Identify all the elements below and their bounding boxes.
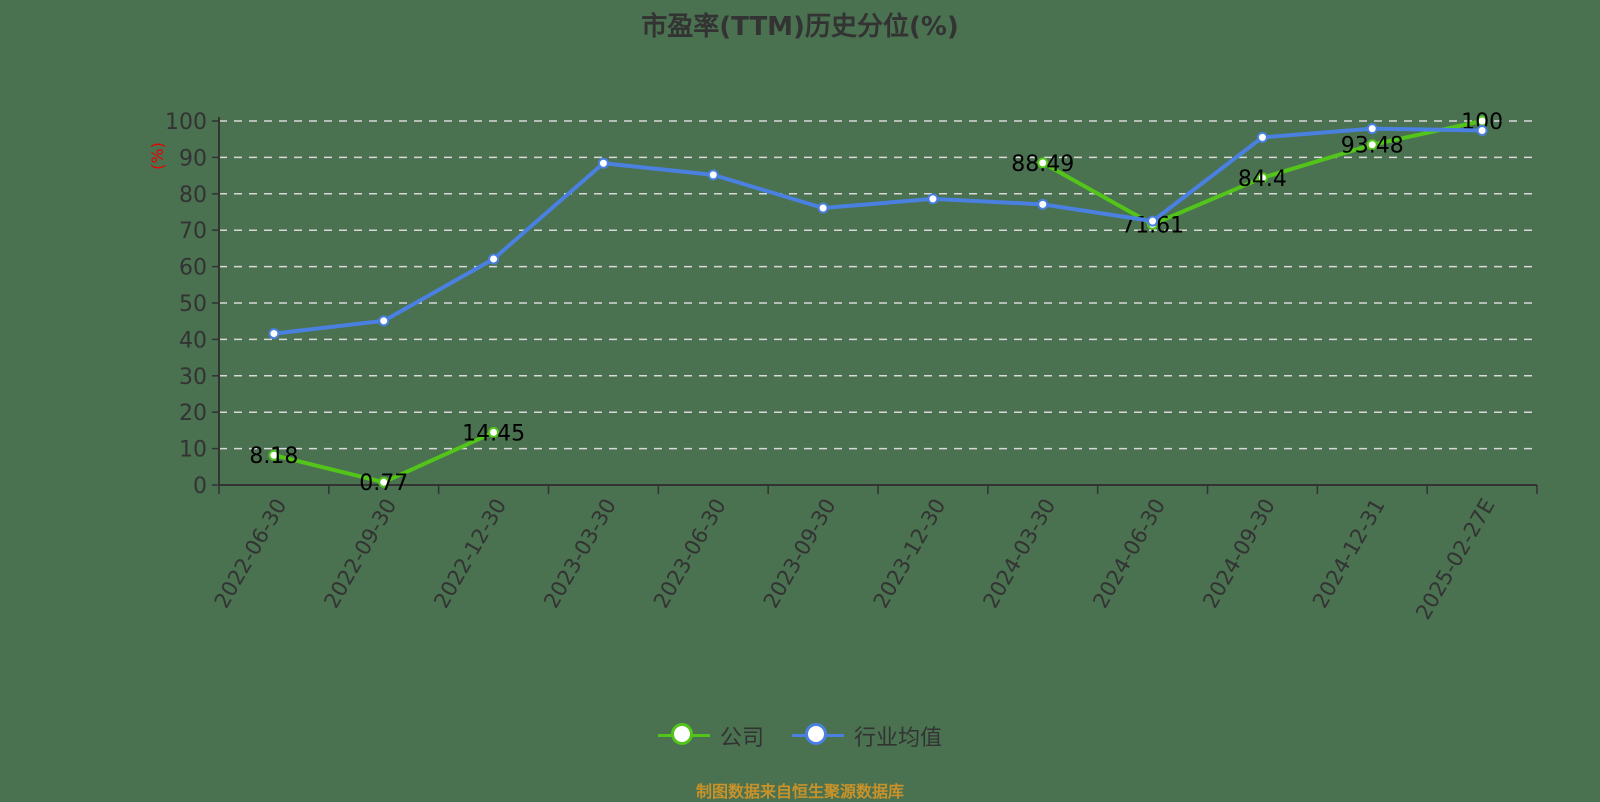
data-label: 0.77 xyxy=(359,471,408,496)
data-point[interactable] xyxy=(378,476,390,488)
data-point[interactable] xyxy=(817,202,829,214)
y-tick-label: 70 xyxy=(179,219,207,244)
legend-dot xyxy=(670,723,693,745)
legend-item-company[interactable]: 公司 xyxy=(657,720,764,752)
y-tick-label: 100 xyxy=(165,110,207,135)
data-point[interactable] xyxy=(1037,157,1049,169)
x-tick-label: 2023-09-30 xyxy=(759,495,841,613)
data-label: 84.4 xyxy=(1238,167,1287,192)
data-point[interactable] xyxy=(1256,131,1268,143)
x-axis: 2022-06-30 2022-09-30 2022-12-30 2023-03-30… xyxy=(210,484,1538,624)
y-tick-label: 30 xyxy=(179,365,207,390)
data-source-footer: 制图数据来自恒生聚源数据库 xyxy=(695,782,904,801)
data-label: 88.49 xyxy=(1011,152,1074,177)
x-tick-label: 2024-06-30 xyxy=(1088,495,1170,613)
data-point[interactable] xyxy=(488,426,500,438)
data-label: 14.45 xyxy=(462,421,525,446)
chart-title: 市盈率(TTM)历史分位(%) xyxy=(641,12,959,42)
legend-dot xyxy=(805,723,827,745)
x-tick-label: 2023-03-30 xyxy=(539,495,621,613)
data-point[interactable] xyxy=(488,253,500,265)
x-tick-label: 2023-12-30 xyxy=(869,495,951,613)
x-tick-label: 2024-03-30 xyxy=(978,495,1060,613)
x-tick-label: 2024-12-31 xyxy=(1308,495,1390,613)
y-tick-label: 0 xyxy=(193,474,207,499)
y-tick-label: 40 xyxy=(179,328,207,353)
y-gridlines xyxy=(219,120,1537,450)
data-label: 8.18 xyxy=(249,444,298,469)
y-axis-name: (%) xyxy=(148,142,167,170)
y-tick-label: 80 xyxy=(179,183,207,208)
y-tick-label: 20 xyxy=(179,401,207,426)
legend-item-industry-average[interactable]: 行业均值 xyxy=(792,720,942,752)
x-tick-label: 2025-02-27E xyxy=(1411,495,1499,624)
y-tick-label: 50 xyxy=(179,292,207,317)
series-industry-average xyxy=(268,123,1488,340)
x-tick-label: 2022-06-30 xyxy=(210,495,292,613)
x-tick-label: 2023-06-30 xyxy=(649,495,731,613)
data-point[interactable] xyxy=(268,449,280,461)
x-tick-label: 2022-12-30 xyxy=(429,495,511,613)
y-tick-label: 10 xyxy=(179,438,207,463)
data-point[interactable] xyxy=(1366,139,1378,151)
series-line xyxy=(273,126,1483,336)
data-point[interactable] xyxy=(597,157,609,169)
y-axis: 0 10 20 30 40 50 60 70 80 90 100 (%) xyxy=(148,110,220,499)
data-point[interactable] xyxy=(1037,198,1049,210)
x-tick-label: 2024-09-30 xyxy=(1198,495,1280,613)
legend-line-marker-icon xyxy=(657,722,710,750)
data-point[interactable] xyxy=(927,193,939,205)
legend-label: 公司 xyxy=(719,726,764,751)
data-point[interactable] xyxy=(1476,124,1488,136)
data-point[interactable] xyxy=(378,315,390,327)
data-label: 93.48 xyxy=(1341,134,1404,159)
legend-label: 行业均值 xyxy=(854,726,943,751)
data-point[interactable] xyxy=(1147,215,1159,227)
y-tick-label: 90 xyxy=(179,146,207,171)
data-point[interactable] xyxy=(268,328,280,340)
x-tick-label: 2022-09-30 xyxy=(319,495,401,613)
data-point[interactable] xyxy=(707,169,719,181)
y-tick-label: 60 xyxy=(179,256,207,281)
legend: 公司 行业均值 xyxy=(0,720,1600,752)
data-point[interactable] xyxy=(1256,172,1268,184)
data-point[interactable] xyxy=(1366,123,1378,135)
legend-line-marker-icon xyxy=(792,722,844,750)
